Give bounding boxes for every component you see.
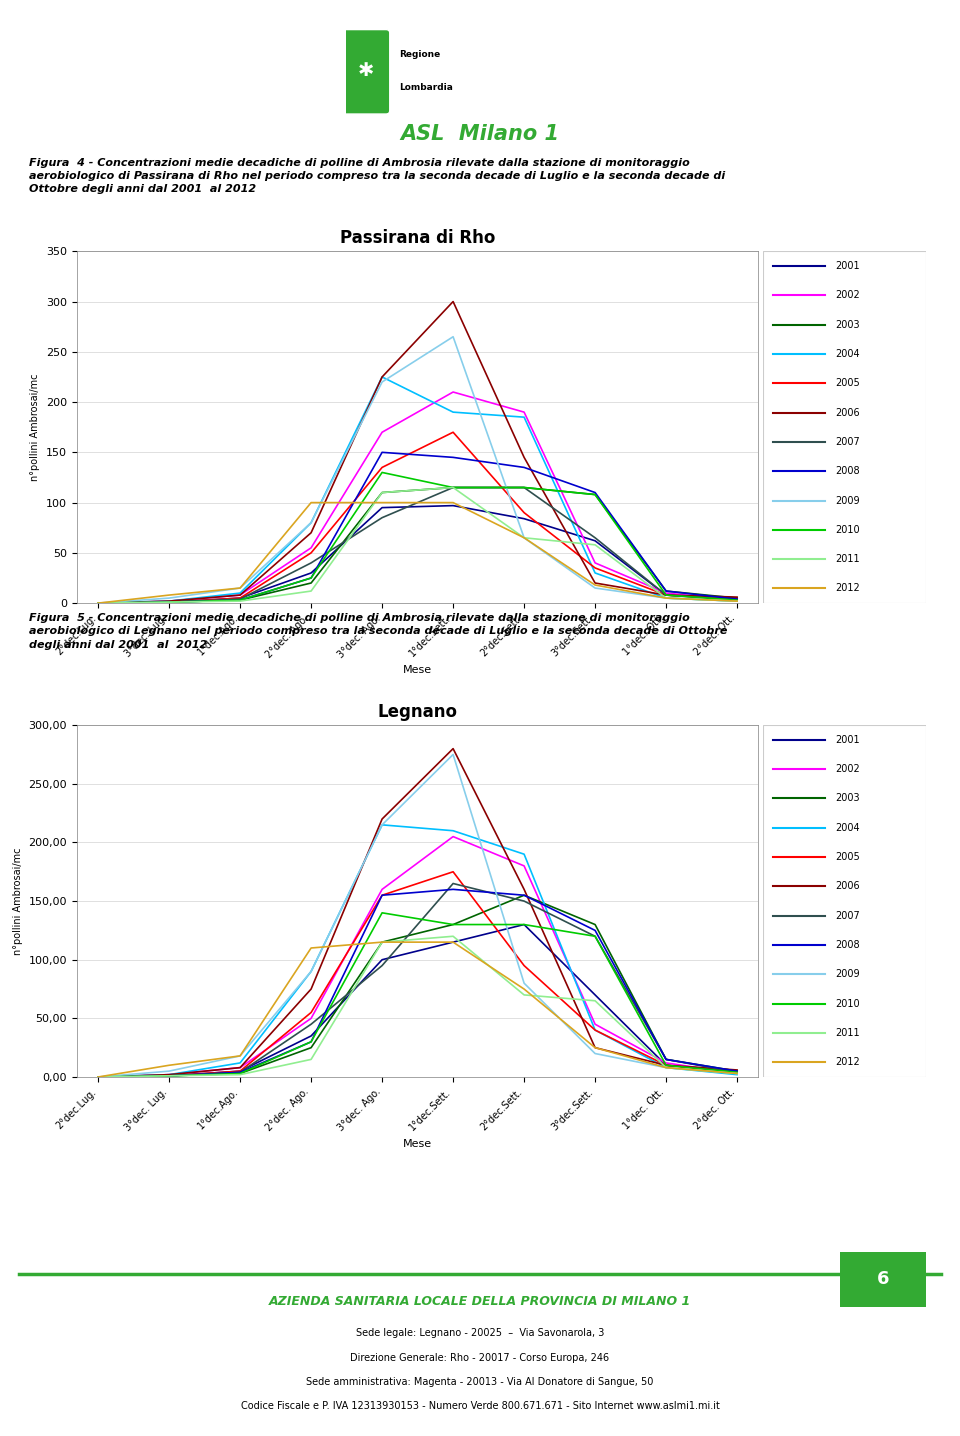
Text: Sede amministrativa: Magenta - 20013 - Via Al Donatore di Sangue, 50: Sede amministrativa: Magenta - 20013 - V… [306,1377,654,1387]
Text: 2009: 2009 [835,495,859,505]
Text: 2006: 2006 [835,408,859,418]
X-axis label: Mese: Mese [403,665,432,675]
Text: 2012: 2012 [835,583,860,593]
Text: 2008: 2008 [835,467,859,477]
Text: 6: 6 [876,1271,890,1288]
Y-axis label: n°pollini Ambrosai/mc: n°pollini Ambrosai/mc [31,373,40,481]
FancyBboxPatch shape [342,30,390,113]
X-axis label: Mese: Mese [403,1139,432,1149]
Text: 2002: 2002 [835,290,860,300]
Text: 2003: 2003 [835,794,859,804]
Text: 2002: 2002 [835,764,860,774]
Title: Legnano: Legnano [377,702,458,721]
Text: Codice Fiscale e P. IVA 12313930153 - Numero Verde 800.671.671 - Sito Internet w: Codice Fiscale e P. IVA 12313930153 - Nu… [241,1402,719,1412]
Text: Figura  4 - Concentrazioni medie decadiche di polline di Ambrosia rilevate dalla: Figura 4 - Concentrazioni medie decadich… [29,158,725,194]
Text: Sede legale: Legnano - 20025  –  Via Savonarola, 3: Sede legale: Legnano - 20025 – Via Savon… [356,1328,604,1338]
Text: 2006: 2006 [835,882,859,892]
Text: 2005: 2005 [835,378,860,388]
Text: AZIENDA SANITARIA LOCALE DELLA PROVINCIA DI MILANO 1: AZIENDA SANITARIA LOCALE DELLA PROVINCIA… [269,1295,691,1308]
Text: 2004: 2004 [835,349,859,359]
Text: ASL  Milano 1: ASL Milano 1 [400,123,560,144]
Text: 2001: 2001 [835,261,859,271]
Text: Lombardia: Lombardia [399,83,453,92]
Text: 2008: 2008 [835,941,859,951]
Text: 2001: 2001 [835,735,859,745]
Text: 2005: 2005 [835,852,860,862]
Text: Regione: Regione [399,50,441,59]
Text: ✱: ✱ [357,60,374,79]
Text: Figura  5 - Concentrazioni medie decadiche di polline di Ambrosia rilevate dalla: Figura 5 - Concentrazioni medie decadich… [29,613,727,649]
Text: 2012: 2012 [835,1057,860,1067]
Text: 2009: 2009 [835,969,859,979]
Text: 2011: 2011 [835,554,859,564]
Text: 2004: 2004 [835,823,859,833]
Y-axis label: n°pollini Ambrosai/mc: n°pollini Ambrosai/mc [12,847,23,955]
Text: 2010: 2010 [835,998,859,1008]
Text: 2007: 2007 [835,910,860,920]
Text: 2011: 2011 [835,1028,859,1038]
Text: Direzione Generale: Rho - 20017 - Corso Europa, 246: Direzione Generale: Rho - 20017 - Corso … [350,1353,610,1363]
Text: 2003: 2003 [835,320,859,330]
Text: 2007: 2007 [835,437,860,447]
Text: 2010: 2010 [835,524,859,534]
Title: Passirana di Rho: Passirana di Rho [340,228,495,247]
